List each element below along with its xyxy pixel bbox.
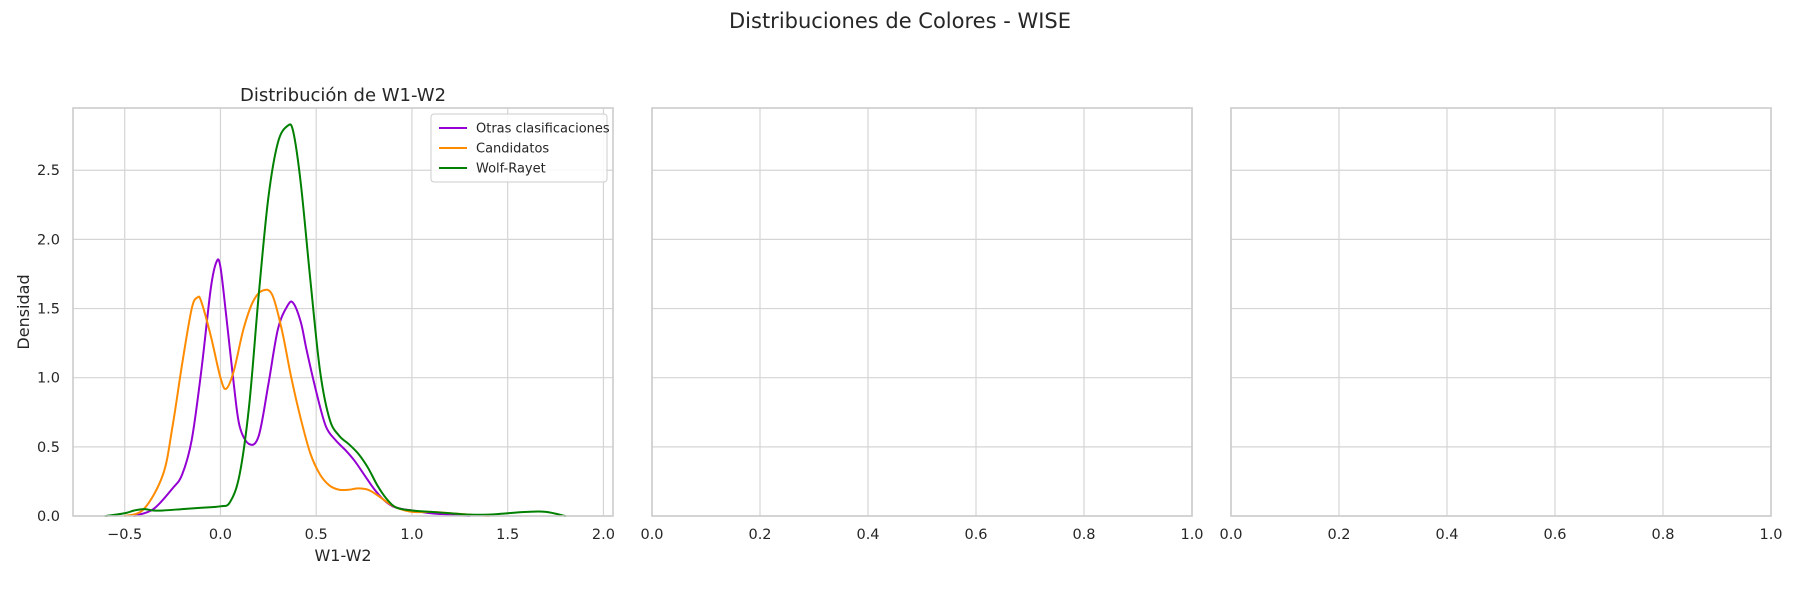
subplot-3: 0.0 0.2 0.4 0.6 0.8 1.0 xyxy=(1219,107,1783,543)
x-tick-label: 0.2 xyxy=(748,527,771,543)
x-tick-label: 0.8 xyxy=(1072,527,1095,543)
y-tick-label: 1.0 xyxy=(37,371,60,387)
y-tick-label: 0.5 xyxy=(37,440,60,456)
y-axis-label: Densidad xyxy=(14,274,33,349)
x-axis-label: W1-W2 xyxy=(314,546,371,565)
legend-entry-label: Candidatos xyxy=(476,142,549,157)
x-tick-label: 1.5 xyxy=(496,527,519,543)
x-tick-label: −0.5 xyxy=(107,527,142,543)
series-line-1 xyxy=(133,258,471,517)
subplot-title: Distribución de W1-W2 xyxy=(240,85,446,106)
legend-box xyxy=(430,113,608,183)
series-line-2 xyxy=(123,288,490,517)
x-tick-label: 2.0 xyxy=(592,527,615,543)
x-tick-label: 0.4 xyxy=(1435,527,1458,543)
y-tick-label: 0.0 xyxy=(37,509,60,525)
y-tick-label: 2.5 xyxy=(37,163,60,179)
y-tick-label: 2.0 xyxy=(37,232,60,248)
legend-entry-label: Wolf-Rayet xyxy=(476,162,546,177)
x-tick-label: 1.0 xyxy=(1180,527,1203,543)
x-tick-label: 0.0 xyxy=(1219,527,1242,543)
axes-container: −0.5 0.0 0.5 1.0 1.5 2.0 0.0 0.5 1.0 1.5 2.0 2.5 Dis… xyxy=(14,85,1783,565)
axes-frame xyxy=(72,107,614,517)
legend-entry-label: Otras clasificaciones xyxy=(476,122,610,137)
figure-suptitle: Distribuciones de Colores - WISE xyxy=(729,9,1071,33)
axes-frame xyxy=(651,107,1193,517)
x-tick-label: 0.6 xyxy=(1543,527,1566,543)
x-tick-label: 0.2 xyxy=(1327,527,1350,543)
x-tick-label: 0.5 xyxy=(305,527,328,543)
x-tick-label: 0.6 xyxy=(964,527,987,543)
series-line-3 xyxy=(104,123,567,517)
x-tick-label: 0.8 xyxy=(1651,527,1674,543)
x-tick-label: 1.0 xyxy=(400,527,423,543)
y-tick-label: 1.5 xyxy=(37,302,60,318)
subplot-2: 0.0 0.2 0.4 0.6 0.8 1.0 xyxy=(640,107,1204,543)
x-tick-label: 0.0 xyxy=(640,527,663,543)
subplot-1: −0.5 0.0 0.5 1.0 1.5 2.0 0.0 0.5 1.0 1.5 2.0 2.5 Dis… xyxy=(14,85,615,565)
axes-frame xyxy=(1230,107,1772,517)
x-tick-label: 1.0 xyxy=(1759,527,1782,543)
x-tick-label: 0.4 xyxy=(856,527,879,543)
legend: Otras clasificaciones Candidatos Wolf-Raye… xyxy=(430,113,610,183)
x-tick-label: 0.0 xyxy=(209,527,232,543)
